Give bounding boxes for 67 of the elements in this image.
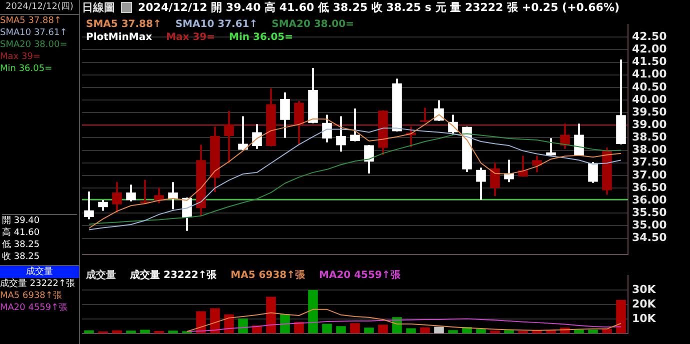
bar xyxy=(476,328,486,334)
y-tick-label: 36.00 xyxy=(632,193,668,206)
bar xyxy=(336,326,346,334)
bar xyxy=(196,311,206,334)
y-tick-label: 38.00 xyxy=(632,143,668,156)
y-tick-label: 34.50 xyxy=(632,231,668,244)
bar xyxy=(434,326,444,334)
bar xyxy=(350,323,360,334)
bar xyxy=(266,296,276,334)
bar xyxy=(406,328,416,334)
ref-line-label: Max 39= xyxy=(0,51,42,63)
text: SMA5 37.88↑ xyxy=(86,19,162,30)
text: Min 36.05= xyxy=(229,32,293,43)
text: 開 39.40 xyxy=(2,215,41,227)
text: MA5 6938↑張 xyxy=(230,270,305,281)
y-tick-label: 37.50 xyxy=(632,156,668,169)
bar xyxy=(490,330,500,334)
text: 成交量 23222↑張 xyxy=(0,279,76,289)
text: 成交量 23222↑張 xyxy=(130,270,217,281)
y-tick-label: 40.00 xyxy=(632,92,668,106)
y-tick-label: 42.50 xyxy=(632,30,668,44)
chart-title: 成交量 xyxy=(86,270,116,281)
y-tick-label: 20K xyxy=(632,297,656,310)
text: 2024/12/12(四) xyxy=(0,0,79,15)
y-tick-label: 39.00 xyxy=(632,118,668,132)
y-tick-label: 40.50 xyxy=(632,80,668,94)
y-tick-label: 42.00 xyxy=(632,42,668,56)
legend-title: PlotMinMax xyxy=(86,32,152,43)
bar xyxy=(280,314,290,334)
y-tick-label: 35.50 xyxy=(632,206,668,220)
y-tick-label: 41.00 xyxy=(632,68,668,81)
bar xyxy=(616,300,626,334)
y-tick-label: 35.00 xyxy=(632,218,668,232)
chart-title: 成交量 xyxy=(26,267,53,277)
chart-subtitle: 2024/12/12 開 39.40 高 41.60 低 38.25 收 38.25 s 元 量 23222 張 +0.25 (+0.66%) xyxy=(138,0,620,14)
y-tick-label: 41.50 xyxy=(632,55,668,68)
bar xyxy=(308,290,318,334)
text: SMA10 37.61↑ xyxy=(175,19,258,30)
bar xyxy=(126,330,136,334)
ref-line-label: Min 36.05= xyxy=(0,63,54,75)
text: 高 41.60 xyxy=(2,227,41,239)
text: 收 38.25 xyxy=(2,251,41,263)
candlestick xyxy=(420,108,430,122)
bar xyxy=(378,324,388,334)
y-tick-label: 30K xyxy=(632,282,656,296)
chart-title: 日線圖 xyxy=(82,0,115,14)
bar xyxy=(448,330,458,334)
text: MA5 6938↑張 xyxy=(0,291,62,301)
text: MA20 4559↑張 xyxy=(0,303,68,313)
bar xyxy=(238,318,248,334)
bar xyxy=(364,328,374,334)
text: SMA20 38.00= xyxy=(0,40,68,50)
text: SMA5 37.88↑ xyxy=(0,16,62,26)
bar xyxy=(322,324,332,334)
y-tick-label: 10K xyxy=(632,312,656,325)
bar xyxy=(168,330,178,334)
text: SMA10 37.61↑ xyxy=(0,28,68,38)
y-tick-label: 39.50 xyxy=(632,105,668,118)
text: SMA20 38.00= xyxy=(272,19,354,30)
y-tick-label: 38.50 xyxy=(632,130,668,144)
y-tick-label: 36.50 xyxy=(632,180,668,194)
y-tick-label: 37.00 xyxy=(632,168,668,182)
text: 低 38.25 xyxy=(2,239,41,251)
bar xyxy=(420,327,430,334)
bar xyxy=(210,308,220,334)
text: Max 39= xyxy=(166,32,215,43)
text: MA20 4559↑張 xyxy=(319,270,400,281)
